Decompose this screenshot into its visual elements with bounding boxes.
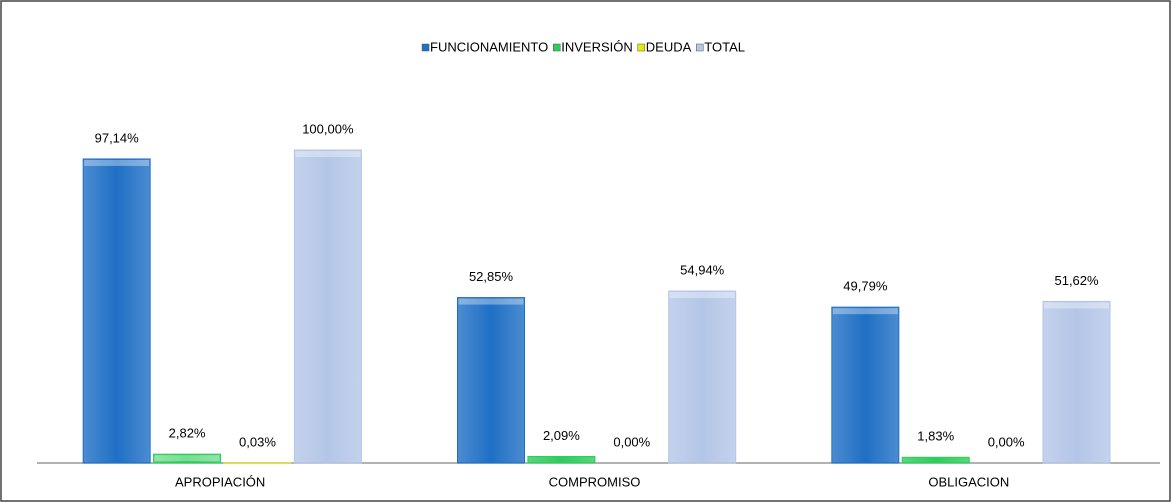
data-label: 0,00% <box>613 434 650 449</box>
bar <box>901 456 970 464</box>
data-label: 0,00% <box>988 434 1025 449</box>
bar <box>82 158 151 464</box>
bar-bevel <box>84 159 150 166</box>
bar-bevel <box>1044 302 1110 309</box>
bar <box>668 290 737 464</box>
data-label: 54,94% <box>680 262 725 277</box>
data-label: 49,79% <box>843 279 888 294</box>
legend-swatch <box>552 43 561 52</box>
data-label: 2,09% <box>543 428 580 443</box>
bar <box>457 297 525 464</box>
data-label: 97,14% <box>95 130 140 145</box>
legend-label: FUNCIONAMIENTO <box>430 39 548 54</box>
legend-label: INVERSIÓN <box>561 39 633 54</box>
bar <box>527 455 596 464</box>
legend-label: DEUDA <box>646 39 692 54</box>
bar-bevel <box>458 298 524 305</box>
data-label: 52,85% <box>469 269 514 284</box>
legend-swatch <box>696 43 704 52</box>
bar <box>831 306 900 464</box>
bar-bevel <box>832 308 898 315</box>
bar <box>1042 300 1111 464</box>
bar <box>153 453 222 464</box>
data-label: 100,00% <box>302 121 354 136</box>
data-label: 1,83% <box>917 429 954 444</box>
legend-label: TOTAL <box>704 39 745 54</box>
data-label: 2,82% <box>169 426 206 441</box>
data-label: 51,62% <box>1054 273 1099 288</box>
data-label: 0,03% <box>239 434 276 449</box>
legend-swatch <box>637 43 646 52</box>
bar-bevel <box>669 292 735 299</box>
legend-swatch <box>421 43 430 52</box>
x-tick-label: APROPIACIÓN <box>175 474 265 489</box>
bar-bevel <box>295 151 361 157</box>
x-tick-label: OBLIGACION <box>928 474 1009 489</box>
bar <box>293 149 362 464</box>
bar-bevel <box>154 455 220 462</box>
x-tick-label: COMPROMISO <box>549 474 641 489</box>
legend: FUNCIONAMIENTO INVERSIÓN DEUDA TOTAL <box>421 39 745 54</box>
